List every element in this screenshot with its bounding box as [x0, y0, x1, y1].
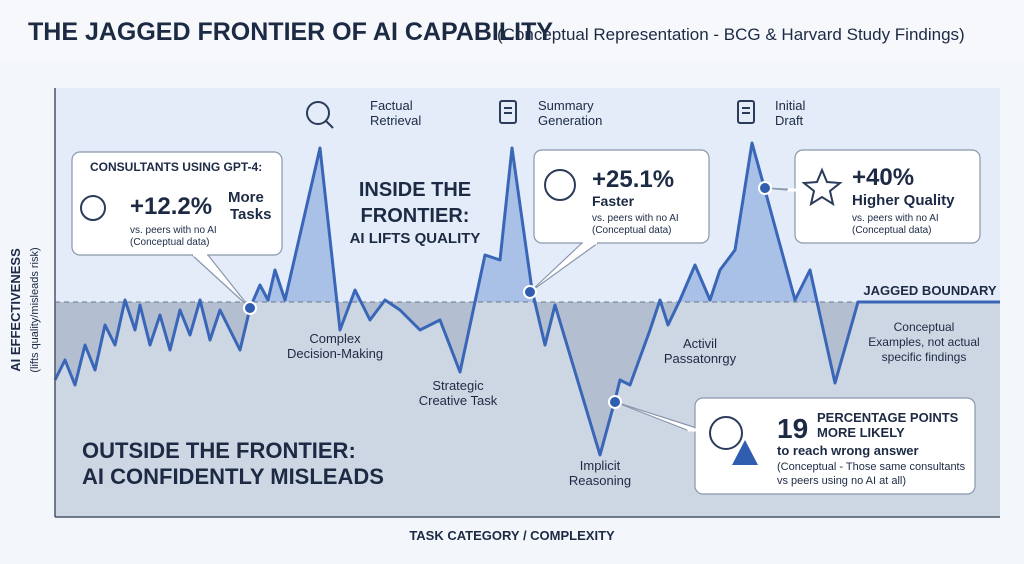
callout-unit: PERCENTAGE POINTS [817, 410, 959, 425]
y-sublabel: (lifts quality/misleads risk) [29, 247, 41, 372]
task-label: Generation [538, 113, 602, 128]
callout-stat: 19 [777, 413, 808, 444]
task-label: Retrieval [370, 113, 421, 128]
inside-text: INSIDE THE [359, 179, 471, 201]
callout-note: vs. peers with no AI [852, 213, 939, 224]
callout-header: CONSULTANTS USING GPT-4: [90, 160, 262, 174]
task-label: Implicit [580, 458, 621, 473]
callout-dot [608, 395, 622, 409]
jagged-line [53, 141, 1000, 457]
callout-stat: +12.2% [130, 193, 212, 220]
icon [80, 195, 106, 221]
task-label: Draft [775, 113, 804, 128]
callout-stat: +25.1% [592, 166, 674, 193]
callout-note: vs peers using no AI at all) [777, 475, 906, 487]
task-label: Factual [370, 98, 413, 113]
boundary-label: JAGGED BOUNDARY [863, 283, 996, 298]
callout-note: (Conceptual - Those same consultants [777, 461, 966, 473]
callout-box [794, 149, 981, 244]
icon [732, 440, 758, 465]
inside-text: FRONTIER: [361, 205, 470, 227]
boundary-note: Examples, not actual [868, 335, 979, 349]
task-label: Initial [775, 98, 805, 113]
task-label: Passatonrgy [664, 351, 737, 366]
task-label: Strategic [432, 378, 484, 393]
callout-unit: MORE LIKELY [817, 425, 905, 440]
callout-note: (Conceptual data) [592, 225, 672, 236]
callout-dot [243, 301, 257, 315]
callout-note: (Conceptual data) [852, 225, 932, 236]
callout-dot [758, 181, 772, 195]
inside-fill [55, 143, 1000, 302]
callout-dot [523, 285, 537, 299]
y-label: AI EFFECTIVENESS [8, 248, 23, 372]
outside-text: AI CONFIDENTLY MISLEADS [82, 464, 384, 489]
callout-note: (Conceptual data) [130, 237, 210, 248]
boundary-note: specific findings [882, 350, 967, 364]
callout-emph: to reach wrong answer [777, 443, 919, 458]
task-label: Complex [309, 331, 361, 346]
x-label: TASK CATEGORY / COMPLEXITY [409, 528, 615, 543]
task-label: Decision-Making [287, 346, 383, 361]
task-label: Summary [538, 98, 594, 113]
inside-text: AI LIFTS QUALITY [350, 230, 481, 247]
callout-unit: Tasks [230, 206, 271, 223]
callout-unit: Faster [592, 193, 635, 209]
task-label: Reasoning [569, 473, 631, 488]
callout-unit: Higher Quality [852, 192, 955, 209]
outside-text: OUTSIDE THE FRONTIER: [82, 438, 356, 463]
subtitle: (Conceptual Representation - BCG & Harva… [497, 25, 965, 44]
task-label: Creative Task [419, 393, 498, 408]
callout-note: vs. peers with no AI [130, 225, 217, 236]
header-bg [0, 0, 1024, 60]
outside-fill [55, 302, 1000, 455]
callout-note: vs. peers with no AI [592, 213, 679, 224]
callout-box [71, 151, 283, 256]
title: THE JAGGED FRONTIER OF AI CAPABILITY [28, 18, 553, 46]
callout-unit: More [228, 189, 264, 206]
callout-box [533, 149, 710, 244]
task-label: Activil [683, 336, 717, 351]
icon [801, 167, 843, 207]
boundary-note: Conceptual [894, 320, 955, 334]
callout-stat: +40% [852, 164, 914, 191]
icon [544, 169, 576, 201]
icon [709, 416, 743, 450]
callout-box [694, 397, 976, 495]
